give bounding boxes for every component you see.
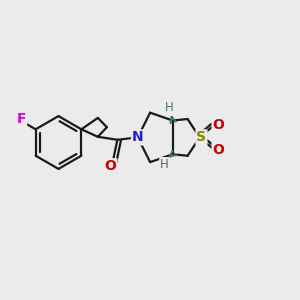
Text: H: H: [165, 101, 174, 114]
Text: N: N: [132, 130, 144, 144]
Text: O: O: [104, 159, 116, 173]
Text: S: S: [196, 130, 206, 144]
Text: F: F: [16, 112, 26, 126]
Text: H: H: [160, 158, 169, 171]
Text: O: O: [213, 143, 224, 157]
Text: O: O: [213, 118, 224, 132]
